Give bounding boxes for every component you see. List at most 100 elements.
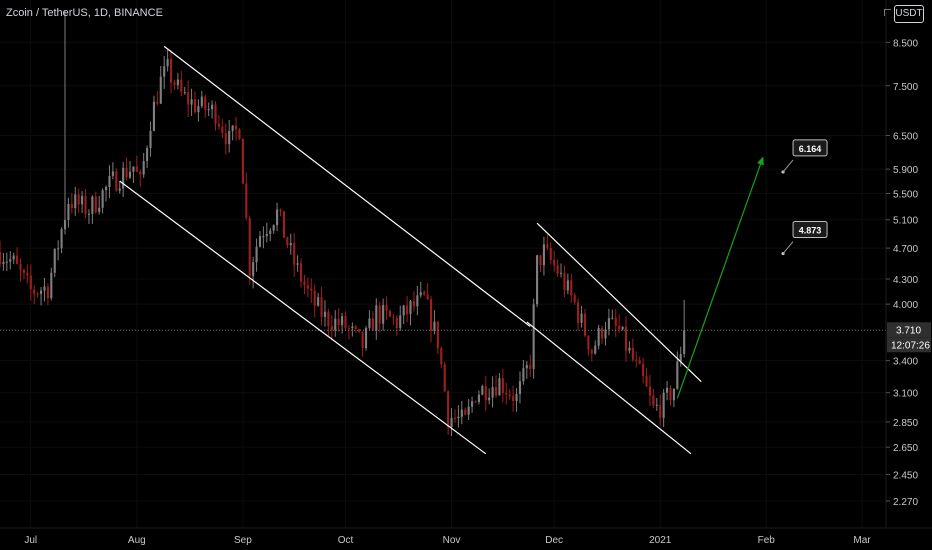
candle-body (385, 305, 388, 311)
candle-body (118, 188, 121, 191)
candle-body (676, 361, 679, 389)
time-tick-label: Jul (24, 535, 37, 546)
candle-body (341, 316, 344, 325)
candle-body (197, 106, 200, 113)
candle-body (33, 289, 36, 294)
time-tick-label: Mar (853, 535, 871, 546)
candle-body (672, 388, 675, 401)
candle (204, 94, 207, 118)
candle (443, 361, 446, 392)
candle (122, 161, 125, 197)
candle (471, 396, 474, 413)
candle (577, 298, 580, 331)
time-tick-label: 2021 (649, 535, 672, 546)
candle (149, 121, 152, 157)
countdown-tag-label: 12:07:26 (891, 340, 930, 351)
candle (245, 172, 248, 221)
candle-body (508, 394, 511, 397)
candle (289, 233, 292, 255)
candle (306, 277, 309, 298)
candle (265, 222, 268, 243)
candle (70, 193, 73, 214)
candle-body (128, 171, 132, 178)
candle-body (111, 171, 114, 176)
callout-box (792, 221, 828, 239)
candle (234, 116, 238, 141)
candle (91, 195, 94, 224)
price-annotations: 6.164 4.873 (781, 139, 828, 256)
candle (604, 322, 607, 346)
candle-body (368, 318, 371, 328)
candle (566, 273, 569, 295)
candle-body (74, 194, 77, 209)
time-tick-label: Aug (128, 535, 146, 546)
candle (457, 405, 460, 428)
candle-body (132, 166, 135, 172)
candle (101, 188, 104, 214)
candle (330, 315, 333, 341)
candle-body (618, 325, 621, 330)
candle (53, 248, 56, 278)
candle (659, 394, 662, 426)
candle-body (104, 187, 108, 191)
candle-body (70, 203, 73, 209)
candle-body (553, 259, 556, 266)
candle-body (238, 129, 241, 139)
candle-body (293, 243, 296, 265)
candle (611, 309, 614, 320)
candle (631, 338, 634, 363)
candle-body (378, 305, 381, 324)
candle-body (683, 330, 686, 354)
candle-body (43, 286, 46, 291)
candle (464, 407, 467, 416)
price-tick-label: 3.400 (893, 357, 918, 368)
candle-body (234, 125, 238, 130)
candle-body (255, 246, 258, 263)
candle (214, 101, 217, 131)
candle (450, 408, 453, 437)
chart-title: Zcoin / TetherUS, 1D, BINANCE (6, 7, 163, 19)
candle (323, 300, 327, 327)
candle-body (337, 318, 340, 325)
candle-body (87, 213, 91, 215)
callout-label: 6.164 (799, 144, 822, 154)
candle (399, 305, 402, 331)
candle-body (481, 386, 484, 395)
candle-body (471, 401, 474, 407)
candle (662, 388, 665, 428)
candle (111, 162, 114, 180)
candle (494, 375, 498, 398)
candle (416, 285, 419, 316)
candle (378, 301, 381, 333)
candle (375, 298, 378, 340)
candle (402, 304, 405, 324)
candle (563, 265, 566, 298)
candle-body (601, 328, 604, 339)
candle (169, 50, 173, 94)
price-tick-label: 2.450 (893, 470, 918, 481)
candle (320, 286, 323, 326)
candle-body (666, 387, 669, 393)
candle-body (139, 171, 142, 175)
candle-body (94, 196, 97, 212)
candle (542, 236, 545, 276)
candle (262, 226, 265, 249)
price-tick-label: 8.500 (893, 38, 918, 49)
collapse-icon[interactable] (884, 9, 891, 16)
candle (522, 359, 525, 385)
candle-body (642, 363, 645, 377)
price-callout: 6.164 (781, 139, 828, 174)
candle (255, 238, 258, 272)
candle (282, 211, 285, 238)
candle-body (590, 349, 593, 354)
currency-badge[interactable]: USDT (894, 5, 924, 23)
candle-body (474, 401, 477, 403)
candle (655, 397, 658, 411)
candle (638, 356, 641, 365)
candle-body (323, 311, 327, 317)
candle-body (484, 386, 487, 401)
candle (505, 382, 508, 405)
candle (50, 267, 53, 301)
candle-body (457, 416, 460, 419)
